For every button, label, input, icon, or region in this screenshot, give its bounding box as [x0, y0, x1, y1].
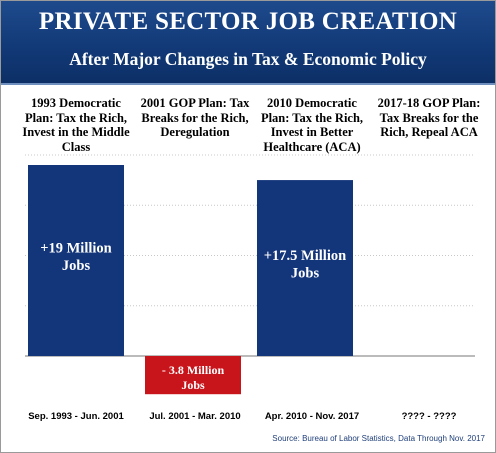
data-label-2: - 3.8 Million Jobs	[162, 363, 225, 392]
chart-title: PRIVATE SECTOR JOB CREATION	[38, 8, 458, 35]
source-note: Source: Bureau of Labor Statistics, Data…	[272, 434, 485, 443]
data-label-3: +17.5 Million Jobs	[264, 248, 346, 282]
header-banner: PRIVATE SECTOR JOB CREATION After Major …	[1, 1, 495, 85]
plan-label-2: 2001 GOP Plan: Tax Breaks for the Rich, …	[140, 96, 250, 139]
x-tick-label-3: Apr. 2010 - Nov. 2017	[264, 411, 360, 422]
bar-2	[145, 356, 241, 395]
x-tick-label-1: Sep. 1993 - Jun. 2001	[28, 411, 124, 422]
x-tick-label-2: Jul. 2001 - Mar. 2010	[149, 411, 241, 422]
data-label-1: +19 Million Jobs	[40, 241, 112, 275]
bar-3	[257, 180, 353, 356]
plan-label-1: 1993 Democratic Plan: Tax the Rich, Inve…	[22, 96, 130, 154]
x-tick-label-4: ???? - ????	[401, 411, 457, 422]
plan-label-3: 2010 Democratic Plan: Tax the Rich, Inve…	[260, 96, 364, 154]
bar-1	[28, 165, 124, 356]
plan-label-4: 2017-18 GOP Plan: Tax Breaks for the Ric…	[377, 96, 481, 139]
chart-subtitle: After Major Changes in Tax & Economic Po…	[69, 49, 427, 69]
